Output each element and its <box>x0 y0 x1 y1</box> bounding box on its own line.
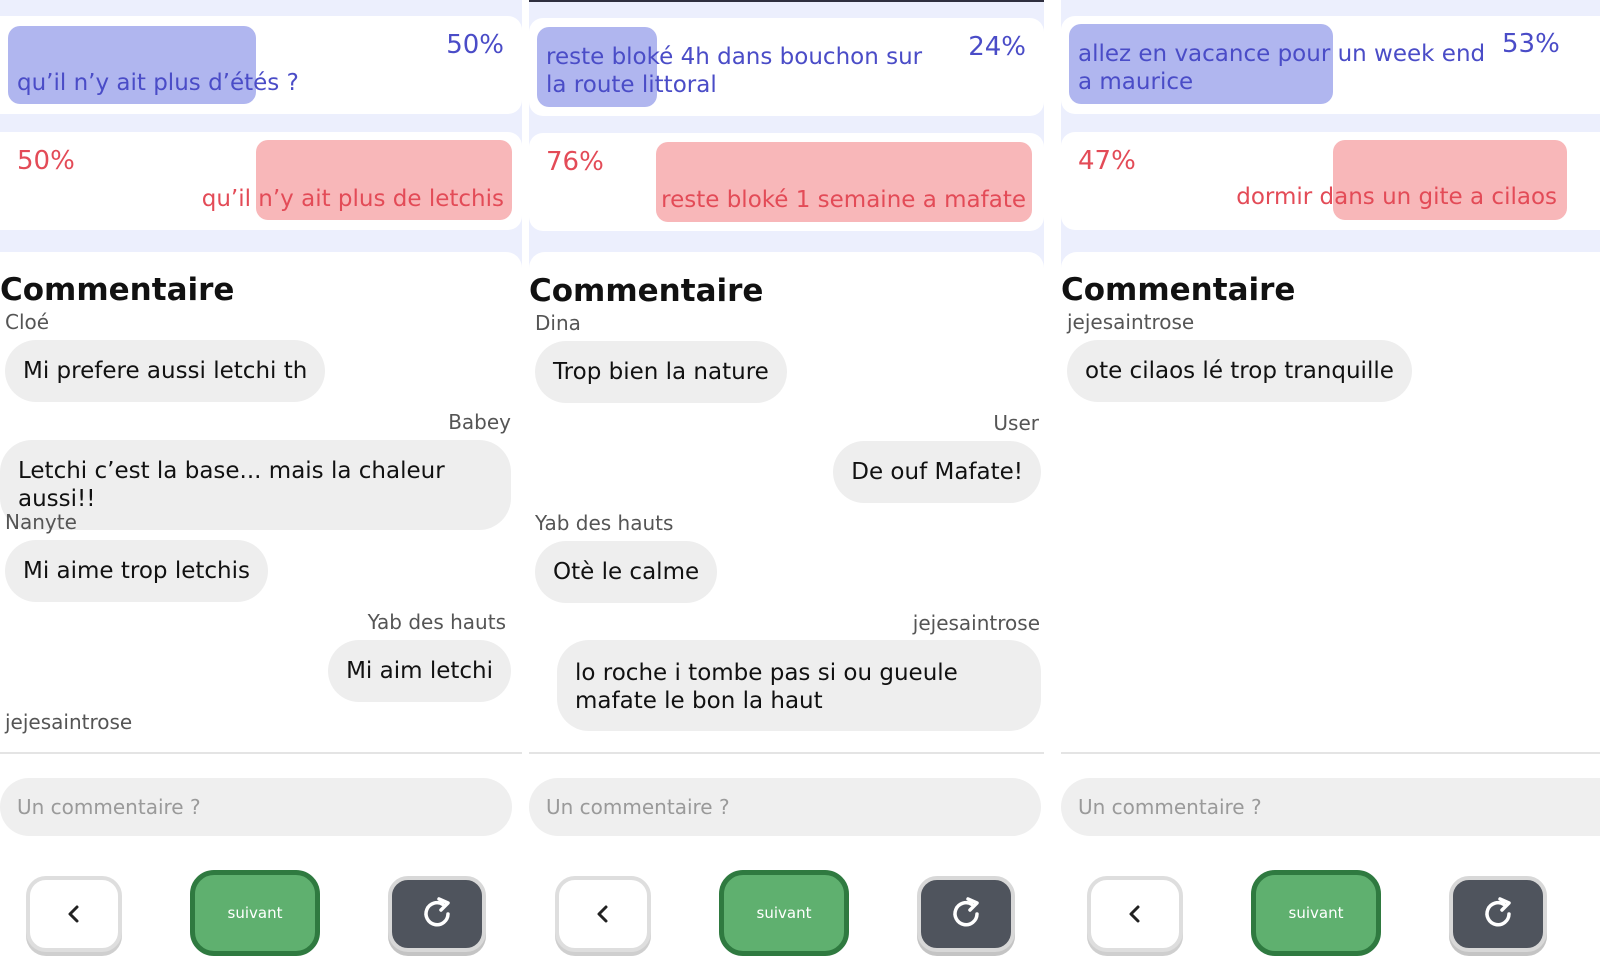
option-b-highlight <box>256 140 512 220</box>
navigation-bar: suivant <box>1061 858 1600 960</box>
comment-input[interactable] <box>529 778 1041 836</box>
comment-author: Dina <box>535 311 581 335</box>
option-b-text: qu’il n’y ait plus de letchis <box>201 186 504 212</box>
option-a-percent: 24% <box>968 32 1026 62</box>
reload-button[interactable] <box>917 876 1015 952</box>
option-b-card[interactable]: 47% dormir dans un gite a cilaos <box>1061 132 1600 230</box>
back-button[interactable] <box>555 876 651 952</box>
chevron-left-icon <box>593 904 613 924</box>
option-a-card[interactable]: reste bloké 4h dans bouchon sur la route… <box>529 18 1044 116</box>
back-button[interactable] <box>26 876 122 952</box>
option-a-highlight <box>1069 24 1333 104</box>
comments-section: Commentaire jejesaintrose ote cilaos lé … <box>1061 252 1600 752</box>
comment-bubble: Otè le calme <box>535 541 718 603</box>
comments-title: Commentaire <box>1061 272 1296 308</box>
comment-author: Yab des hauts <box>535 511 674 535</box>
option-b-text: dormir dans un gite a cilaos <box>1236 184 1557 210</box>
comment-bubble: lo roche i tombe pas si ou gueule mafate… <box>557 640 1041 731</box>
option-b-percent: 50% <box>17 146 75 176</box>
comment-input[interactable] <box>1061 778 1600 836</box>
divider <box>529 752 1044 754</box>
option-a-percent: 50% <box>446 30 504 60</box>
option-a-highlight <box>537 27 657 107</box>
chevron-left-icon <box>1125 904 1145 924</box>
navigation-bar: suivant <box>529 858 1044 960</box>
screen-panel: allez en vacance pour un week end a maur… <box>1061 0 1600 960</box>
comment-bubble: Letchi c’est la base... mais la chaleur … <box>0 440 511 530</box>
navigation-bar: suivant <box>0 858 522 960</box>
divider <box>0 752 522 754</box>
comment-bubble: Trop bien la nature <box>535 341 787 403</box>
comment-input-area <box>529 754 1044 858</box>
divider <box>1061 752 1600 754</box>
reload-icon <box>946 894 986 934</box>
screen-panel: qu’il n’y ait plus d’étés ? 50% 50% qu’i… <box>0 0 522 960</box>
comment-bubble: Mi aim letchi <box>328 640 511 702</box>
comment-author: Nanyte <box>5 510 77 534</box>
comments-section: Commentaire Dina Trop bien la nature Use… <box>529 252 1044 752</box>
option-a-text: qu’il n’y ait plus d’étés ? <box>17 70 299 96</box>
screen-panel: reste bloké 4h dans bouchon sur la route… <box>529 0 1044 960</box>
comment-author: jejesaintrose <box>5 710 133 734</box>
option-a-card[interactable]: qu’il n’y ait plus d’étés ? 50% <box>0 16 522 114</box>
next-button[interactable]: suivant <box>190 870 320 956</box>
next-button[interactable]: suivant <box>1251 870 1381 956</box>
comment-input[interactable] <box>0 778 512 836</box>
chevron-left-icon <box>64 904 84 924</box>
option-a-highlight <box>8 26 256 104</box>
reload-button[interactable] <box>1449 876 1547 952</box>
comment-bubble: ote cilaos lé trop tranquille <box>1067 340 1412 402</box>
option-a-percent: 53% <box>1502 29 1560 59</box>
comment-bubble: Mi prefere aussi letchi th <box>5 340 326 402</box>
comments-title: Commentaire <box>529 273 764 309</box>
option-a-text: allez en vacance pour un week end a maur… <box>1078 41 1486 95</box>
option-a-card[interactable]: allez en vacance pour un week end a maur… <box>1061 16 1600 114</box>
option-b-card[interactable]: 76% reste bloké 1 semaine a mafate <box>529 133 1044 231</box>
comment-input-area <box>1061 754 1600 858</box>
option-b-percent: 47% <box>1078 146 1136 176</box>
next-button[interactable]: suivant <box>719 870 849 956</box>
comment-author: Babey <box>448 410 511 434</box>
option-b-card[interactable]: 50% qu’il n’y ait plus de letchis <box>0 132 522 230</box>
reload-button[interactable] <box>388 876 486 952</box>
option-b-percent: 76% <box>546 147 604 177</box>
comment-author: User <box>993 411 1039 435</box>
comment-author: Yab des hauts <box>367 610 506 634</box>
top-border <box>529 0 1044 2</box>
back-button[interactable] <box>1087 876 1183 952</box>
comment-bubble: De ouf Mafate! <box>833 441 1041 503</box>
option-b-highlight <box>1333 140 1567 220</box>
option-b-highlight <box>656 142 1032 222</box>
comments-section: Commentaire Cloé Mi prefere aussi letchi… <box>0 252 522 752</box>
option-b-text: reste bloké 1 semaine a mafate <box>661 187 1026 213</box>
comment-input-area <box>0 754 522 858</box>
comment-author: jejesaintrose <box>912 611 1040 635</box>
comment-bubble: Mi aime trop letchis <box>5 540 269 602</box>
comment-author: Cloé <box>5 310 50 334</box>
reload-icon <box>417 894 457 934</box>
option-a-text: reste bloké 4h dans bouchon sur la route… <box>546 44 923 98</box>
comment-author: jejesaintrose <box>1067 310 1195 334</box>
reload-icon <box>1478 894 1518 934</box>
comments-title: Commentaire <box>0 272 235 308</box>
